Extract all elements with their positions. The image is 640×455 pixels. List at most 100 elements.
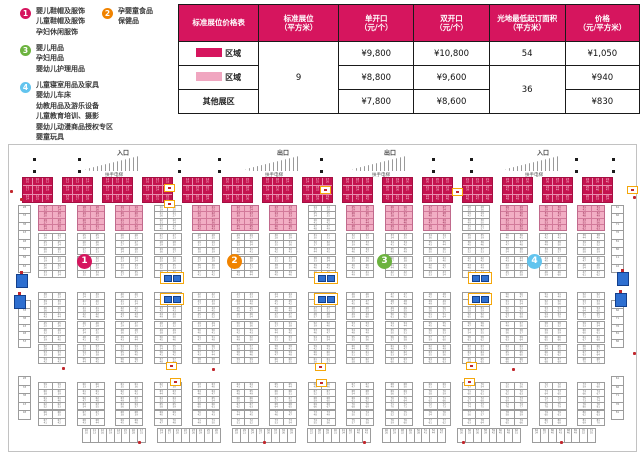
booth-number: 60 38 — [43, 389, 47, 396]
service-doors-marker — [468, 272, 492, 284]
booth-cell: 27 22 — [154, 234, 167, 240]
header-line2: （平方米） — [508, 23, 546, 32]
booth-block: 64 52 64 53 65 59 65 60 66 66 66 67 — [500, 344, 528, 364]
booth-cell: 71 71 — [399, 403, 412, 409]
booth-cell: 44 39 — [231, 299, 244, 306]
door-icon — [317, 274, 326, 282]
booth-cell: 67 42 — [52, 418, 65, 425]
booth-number: 30 44 — [505, 212, 509, 218]
booth-number: 65 53 — [197, 396, 201, 402]
booth-cell: 58 57 — [514, 329, 527, 335]
booth-cell: 54 65 — [591, 306, 604, 313]
booth-number: 54 32 — [120, 345, 124, 351]
booth-number: 73 49 — [326, 411, 330, 417]
booth-cell: 56 37 — [206, 345, 219, 351]
booth-number: 76 81 — [596, 403, 600, 409]
booth-number: 69 49 — [574, 429, 578, 435]
booth-number: 53 31 — [95, 345, 99, 351]
booth-number: 50 61 — [390, 313, 394, 319]
booth-cell: 68 70 — [578, 357, 591, 363]
booth-number: 68 49 — [390, 383, 394, 389]
booth-cell: 42 41 — [462, 257, 475, 263]
booth-cell: 47 29 — [116, 322, 129, 328]
booth-number: 24 43 — [211, 224, 215, 230]
booth-cell: 21 37 — [423, 186, 432, 194]
booth-cell: 61 41 — [91, 389, 104, 396]
booth-cell: 73 54 — [283, 418, 296, 425]
booth-cell: 14 22 — [114, 429, 122, 442]
booth-number: 65 44 — [288, 383, 292, 389]
booth-block: 12 14 12 15 12 16 13 21 13 22 13 23 14 28 14 29… — [102, 177, 133, 203]
booth-number: 25 51 — [555, 194, 560, 200]
booth-number: 52 50 — [582, 293, 586, 299]
booth-cell: 17 31 — [138, 429, 145, 442]
pillar-dot — [320, 158, 323, 161]
booth-block: 14 18 14 19 14 20 15 25 15 26 15 27 16 32 16 33… — [182, 177, 213, 203]
booth-number: 17 13 — [43, 206, 47, 212]
booth-cell: 18 16 — [91, 206, 104, 212]
booth-number: 47 46 — [365, 299, 369, 306]
booth-block: 11 12 11 13 11 14 12 19 12 20 12 21 13 26 13 27… — [62, 177, 93, 203]
booth-number: 56 41 — [159, 351, 163, 357]
price-table-col-header: 单开口 （元/个） — [338, 4, 415, 42]
price-table-row: 区域 ¥8,800 ¥9,600 36 ¥940 — [177, 65, 640, 114]
booth-number: 15 31 — [155, 194, 160, 200]
booth-cell: 21 20 — [173, 429, 181, 442]
booth-cell: 67 52 — [308, 389, 321, 396]
booth-number: 33 33 — [43, 271, 47, 277]
booth-cell: 23 25 — [270, 206, 283, 212]
booth-block: 52 50 52 51 53 57 53 58 54 64 54 65 55 71 55 72 — [577, 292, 605, 320]
booth-cell: 13 27 — [73, 194, 82, 202]
booth-cell: 60 60 — [578, 329, 591, 335]
booth-number: 61 56 — [313, 357, 317, 363]
booth-number: 18 36 — [265, 194, 270, 200]
booth-number: 20 35 — [385, 186, 390, 192]
booth-number: 55 35 — [172, 345, 176, 351]
booth-number: 26 36 — [351, 212, 355, 218]
booth-number: 76 — [615, 324, 620, 328]
booth-block: 53 41 53 42 54 48 54 49 55 55 55 56 — [346, 321, 374, 343]
booth-number: 63 — [22, 264, 27, 268]
booth-cell: 50 40 — [193, 329, 206, 335]
booth-number: 33 61 — [557, 224, 561, 230]
booth-number: 71 — [615, 222, 620, 226]
booth-number: 17 26 — [325, 178, 330, 184]
booth-cell: 41 43 — [39, 313, 52, 319]
booth-cell: 16 23 — [273, 178, 282, 186]
booth-number: 52 45 — [288, 329, 292, 335]
booth-number: 21 44 — [405, 194, 410, 200]
bottom-booth-group: 10 10 11 13 12 16 13 19 14 22 15 25 16 28 17 31 — [82, 428, 146, 443]
booth-number: 58 52 — [557, 322, 561, 328]
booth-number: 56 37 — [211, 345, 215, 351]
booth-number: 14 20 — [205, 178, 210, 184]
pillar-dot — [470, 170, 473, 173]
booth-cell: 31 19 — [39, 257, 52, 263]
booth-number: 30 40 — [557, 206, 561, 212]
booth-number: 16 23 — [275, 178, 280, 184]
booth-cell: 57 43 — [193, 351, 206, 357]
booth-cell: 12 15 — [113, 178, 122, 186]
booth-number: 30 33 — [236, 241, 240, 247]
booth-cell: 22 41 — [483, 186, 492, 194]
booth-number: 21 27 — [172, 212, 176, 218]
booth-number: 35 33 — [172, 264, 176, 270]
booth-cell: 25 19 — [91, 234, 104, 240]
double-open-price-cell: ¥10,800 — [413, 41, 490, 66]
booth-number: 71 65 — [428, 396, 432, 402]
booth-number: 20 42 — [365, 194, 370, 200]
booth-cell: 53 67 — [501, 313, 514, 319]
booth-cell: 71 56 — [514, 383, 527, 389]
booth-cell: 20 19 — [154, 206, 167, 212]
booth-number: 21 26 — [159, 212, 163, 218]
booth-number: 47 62 — [596, 271, 600, 277]
booth-cell: 21 26 — [154, 212, 167, 218]
booth-block: 55 45 55 46 56 52 56 53 57 59 57 60 — [423, 321, 451, 343]
booth-cell: 33 60 — [539, 224, 552, 230]
booth-number: 22 29 — [211, 212, 215, 218]
red-dot-icon — [320, 381, 323, 385]
booth-cell: 44 43 — [363, 429, 370, 442]
booth-number: 23 31 — [249, 212, 253, 218]
booth-number: 52 49 — [236, 336, 240, 342]
